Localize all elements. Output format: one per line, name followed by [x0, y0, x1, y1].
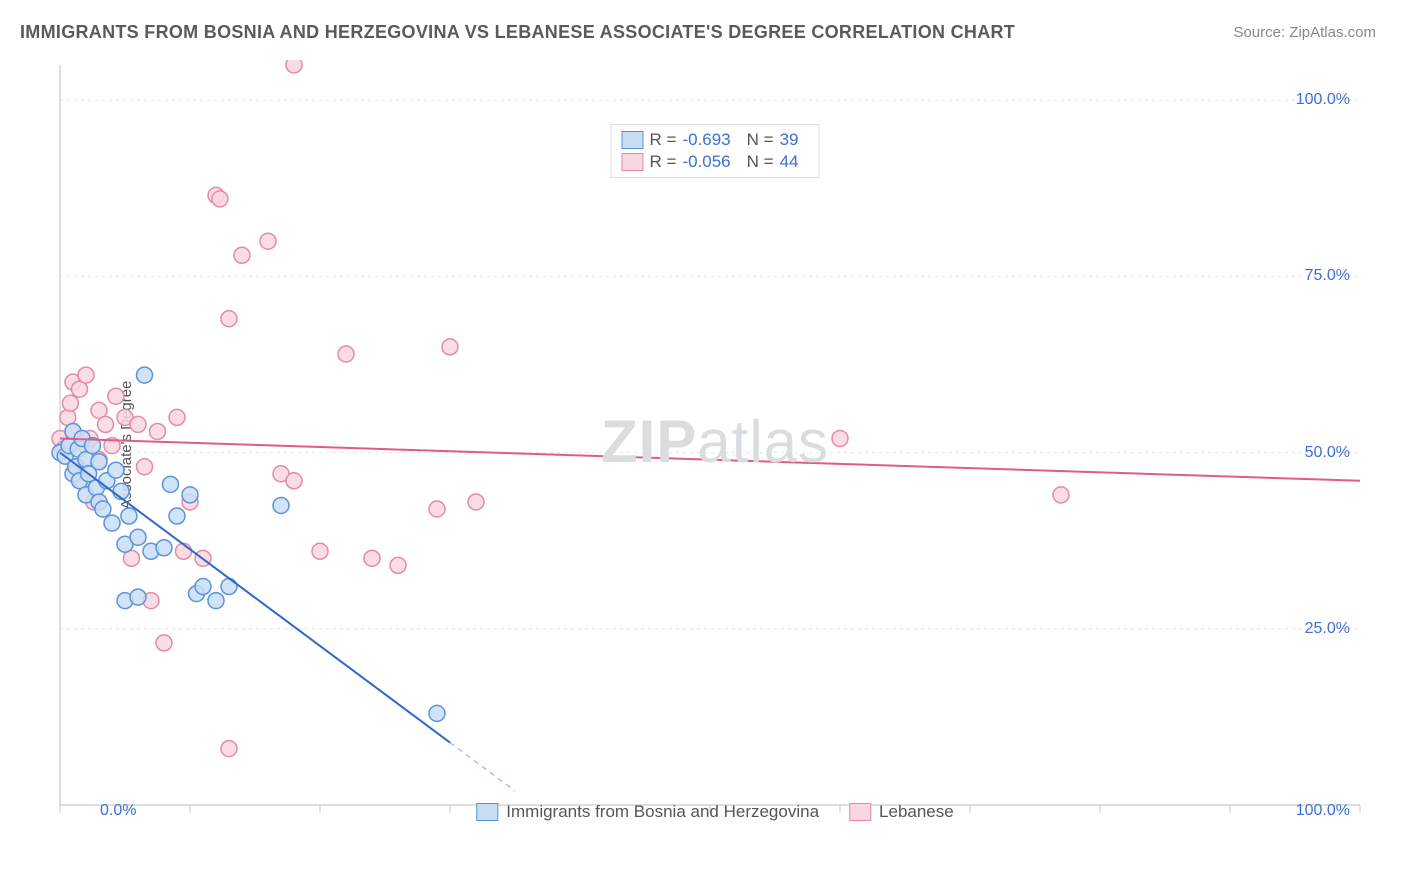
y-tick-label: 75.0% — [1305, 267, 1350, 285]
stats-row: R = -0.056 N = 44 — [622, 151, 809, 173]
r-value: -0.693 — [682, 130, 730, 150]
series-swatch — [622, 153, 644, 171]
n-label: N = — [747, 152, 774, 172]
plot-area: Associate's Degree ZIPatlas 25.0% 50.0% … — [50, 60, 1380, 830]
chart-title: IMMIGRANTS FROM BOSNIA AND HERZEGOVINA V… — [20, 22, 1015, 43]
stats-row: R = -0.693 N = 39 — [622, 129, 809, 151]
legend-item: Lebanese — [849, 802, 954, 822]
series-swatch — [476, 803, 498, 821]
r-value: -0.056 — [682, 152, 730, 172]
stats-legend: R = -0.693 N = 39 R = -0.056 N = 44 — [611, 124, 820, 178]
y-tick-label: 25.0% — [1305, 620, 1350, 638]
series-name: Lebanese — [879, 802, 954, 822]
series-swatch — [622, 131, 644, 149]
y-tick-label: 50.0% — [1305, 444, 1350, 462]
r-label: R = — [650, 130, 677, 150]
series-legend: Immigrants from Bosnia and Herzegovina L… — [476, 802, 953, 822]
chart-container: IMMIGRANTS FROM BOSNIA AND HERZEGOVINA V… — [0, 0, 1406, 892]
n-label: N = — [747, 130, 774, 150]
source-attribution: Source: ZipAtlas.com — [1233, 24, 1376, 41]
series-name: Immigrants from Bosnia and Herzegovina — [506, 802, 819, 822]
n-value: 39 — [780, 130, 799, 150]
x-max-label: 100.0% — [1296, 802, 1350, 820]
series-swatch — [849, 803, 871, 821]
n-value: 44 — [780, 152, 799, 172]
r-label: R = — [650, 152, 677, 172]
x-min-label: 0.0% — [100, 802, 136, 820]
legend-item: Immigrants from Bosnia and Herzegovina — [476, 802, 819, 822]
y-tick-label: 100.0% — [1296, 91, 1350, 109]
